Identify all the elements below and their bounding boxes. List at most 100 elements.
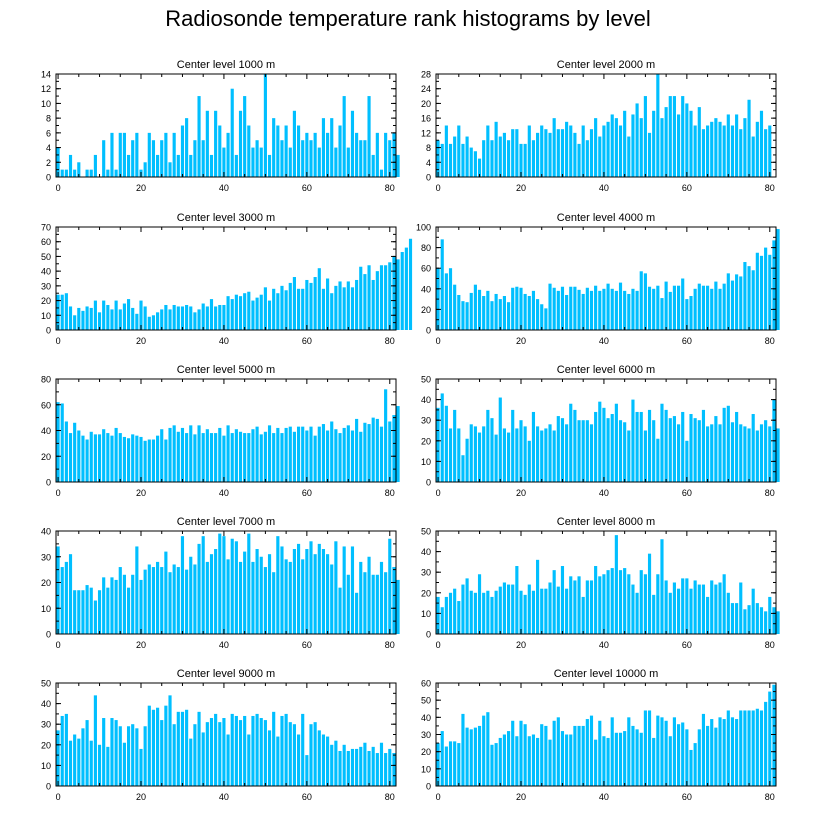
- histogram-bar: [359, 140, 363, 177]
- histogram-bar: [552, 570, 556, 634]
- histogram-bar: [317, 730, 321, 786]
- histogram-bar: [288, 722, 292, 786]
- histogram-bar: [118, 132, 122, 177]
- histogram-bar: [722, 125, 726, 177]
- y-tick-label: 40: [421, 395, 431, 405]
- histogram-bar: [172, 132, 176, 177]
- histogram-bar: [122, 132, 126, 177]
- y-tick-label: 10: [421, 609, 431, 619]
- histogram-bar: [160, 567, 164, 634]
- histogram-bar: [301, 713, 305, 786]
- histogram-bar: [259, 556, 263, 634]
- histogram-bar: [81, 435, 85, 482]
- panel-9: Center level 9000 m 0 10 20 30 40 50 0 20 40 60 80: [41, 668, 397, 802]
- y-tick-label: 6: [46, 128, 51, 138]
- histogram-bar: [573, 409, 577, 482]
- histogram-bar: [197, 309, 201, 330]
- histogram-bar: [461, 455, 465, 482]
- histogram-bar: [330, 421, 334, 482]
- histogram-bar: [664, 107, 668, 177]
- histogram-bar: [259, 294, 263, 330]
- histogram-bar: [676, 285, 681, 330]
- histogram-bar: [131, 434, 135, 482]
- histogram-bar: [506, 140, 511, 177]
- y-tick-label: 0: [426, 173, 431, 183]
- histogram-bar: [122, 303, 126, 330]
- histogram-bar: [371, 746, 375, 786]
- histogram-bar: [296, 426, 301, 482]
- histogram-bar: [97, 590, 102, 634]
- histogram-bar: [672, 717, 676, 786]
- histogram-bar: [251, 561, 255, 634]
- histogram-bar: [85, 306, 89, 330]
- histogram-bar: [652, 420, 656, 482]
- histogram-bar: [448, 428, 453, 482]
- histogram-bar: [461, 584, 465, 634]
- histogram-bar: [305, 279, 309, 330]
- histogram-bar: [346, 750, 350, 786]
- histogram-bar: [502, 296, 506, 330]
- histogram-bar: [375, 418, 379, 482]
- histogram-bar: [313, 277, 317, 330]
- histogram-bar: [660, 298, 664, 330]
- histogram-bar: [338, 587, 342, 634]
- histogram-bar: [176, 154, 180, 177]
- histogram-bar: [284, 427, 288, 482]
- histogram-bar: [64, 713, 68, 786]
- histogram-bar: [759, 710, 764, 786]
- histogram-bar: [143, 162, 147, 177]
- histogram-bar: [375, 574, 379, 634]
- histogram-bar: [81, 310, 85, 330]
- panel-title: Center level 6000 m: [557, 364, 655, 376]
- histogram-bar: [548, 739, 552, 786]
- histogram-bar: [697, 107, 701, 177]
- histogram-bar: [321, 549, 326, 634]
- y-tick-label: 10: [41, 604, 51, 614]
- histogram-bar: [226, 734, 230, 786]
- histogram-bar: [772, 684, 776, 786]
- histogram-bar: [577, 576, 581, 634]
- x-tick-label: 80: [385, 336, 395, 346]
- x-tick-label: 0: [436, 792, 441, 802]
- y-tick-label: 30: [421, 416, 431, 426]
- histogram-bar: [338, 125, 342, 177]
- histogram-bar: [739, 129, 743, 177]
- histogram-bar: [506, 302, 511, 330]
- histogram-bar: [693, 580, 697, 634]
- histogram-bar: [639, 732, 643, 786]
- histogram-bar: [540, 304, 544, 330]
- histogram-bar: [118, 726, 122, 786]
- histogram-bar: [176, 711, 180, 786]
- y-tick-label: 4: [46, 143, 51, 153]
- histogram-bar: [643, 96, 647, 177]
- histogram-bar: [110, 309, 114, 330]
- histogram-bar: [482, 426, 486, 482]
- histogram-bar: [201, 536, 205, 634]
- histogram-bar: [259, 147, 263, 177]
- histogram-bar: [668, 592, 672, 634]
- histogram-bar: [743, 609, 747, 634]
- histogram-bar: [334, 285, 338, 330]
- histogram-bar: [672, 96, 676, 177]
- histogram-bar: [164, 304, 168, 330]
- histogram-bar: [660, 539, 664, 634]
- histogram-bar: [589, 290, 594, 330]
- histogram-bar: [168, 427, 172, 482]
- histogram-bar: [160, 140, 164, 177]
- histogram-bar: [693, 418, 697, 482]
- histogram-bar: [536, 559, 540, 634]
- panel-10: Center level 10000 m 0 10 20 30 40 50 60 0 20 40 60…: [421, 668, 777, 802]
- histogram-bar: [469, 729, 473, 786]
- histogram-bar: [375, 132, 379, 177]
- y-tick-label: 40: [421, 284, 431, 294]
- histogram-bar: [759, 255, 764, 330]
- histogram-bar: [457, 743, 461, 786]
- histogram-bar: [747, 99, 751, 177]
- histogram-bar: [498, 299, 502, 330]
- histogram-bar: [726, 710, 730, 786]
- histogram-bar: [556, 129, 560, 177]
- y-tick-label: 50: [421, 696, 431, 706]
- histogram-bar: [552, 118, 556, 177]
- histogram-bar: [606, 418, 610, 482]
- x-tick-label: 60: [302, 183, 312, 193]
